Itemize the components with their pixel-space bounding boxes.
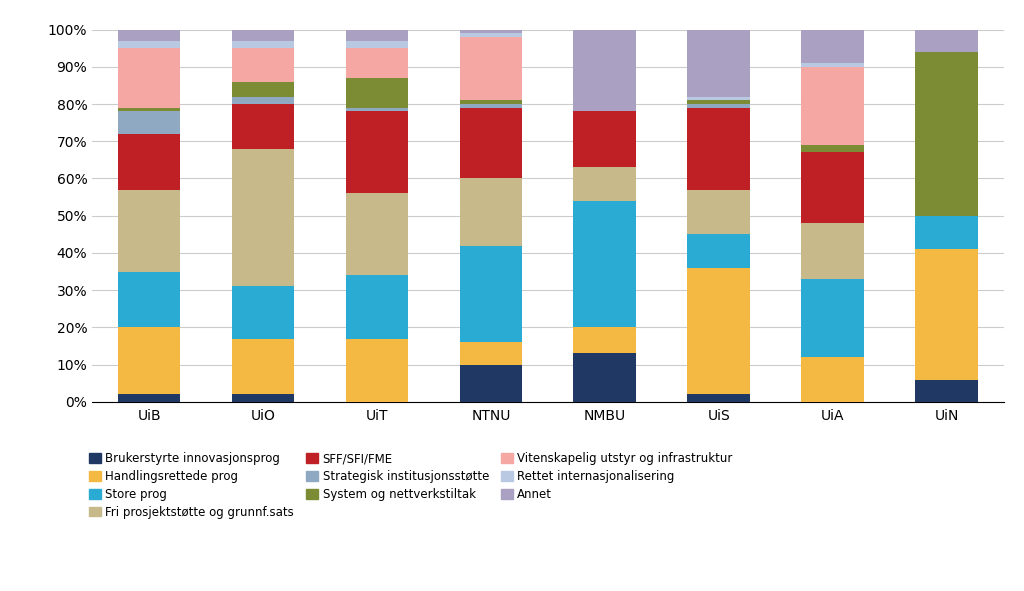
Bar [802,279,864,357]
Bar [118,30,180,41]
Bar [915,52,978,216]
Bar [573,327,636,353]
Bar [346,48,409,78]
Bar [118,327,180,394]
Legend: Brukerstyrte innovasjonsprog, Handlingsrettede prog, Store prog, Fri prosjektstø: Brukerstyrte innovasjonsprog, Handlingsr… [89,453,732,519]
Bar [573,167,636,201]
Bar [460,245,522,342]
Bar [346,30,409,41]
Bar [802,357,864,402]
Bar [915,30,978,52]
Bar [802,223,864,279]
Bar [346,112,409,193]
Bar [231,104,294,149]
Bar [802,63,864,67]
Bar [231,339,294,394]
Bar [231,96,294,104]
Bar [802,145,864,152]
Bar [460,342,522,365]
Bar [346,108,409,112]
Bar [118,134,180,190]
Bar [231,287,294,339]
Bar [460,30,522,33]
Bar [573,112,636,167]
Bar [573,30,636,112]
Bar [460,178,522,245]
Bar [687,104,750,108]
Bar [460,100,522,104]
Bar [118,394,180,402]
Bar [231,394,294,402]
Bar [687,100,750,104]
Bar [687,190,750,235]
Bar [231,41,294,48]
Bar [802,67,864,145]
Bar [346,78,409,108]
Bar [346,41,409,48]
Bar [346,193,409,275]
Bar [460,108,522,178]
Bar [687,268,750,394]
Bar [118,108,180,112]
Bar [118,272,180,327]
Bar [915,216,978,249]
Bar [118,190,180,272]
Bar [687,235,750,268]
Bar [231,48,294,82]
Bar [460,365,522,402]
Bar [118,48,180,108]
Bar [687,108,750,190]
Bar [460,37,522,100]
Bar [231,82,294,96]
Bar [346,275,409,339]
Bar [573,353,636,402]
Bar [687,30,750,96]
Bar [460,104,522,108]
Bar [687,394,750,402]
Bar [460,33,522,37]
Bar [118,112,180,134]
Bar [802,30,864,63]
Bar [118,41,180,48]
Bar [573,201,636,327]
Bar [231,30,294,41]
Bar [346,339,409,402]
Bar [802,152,864,223]
Bar [231,149,294,287]
Bar [915,249,978,379]
Bar [687,96,750,100]
Bar [915,379,978,402]
